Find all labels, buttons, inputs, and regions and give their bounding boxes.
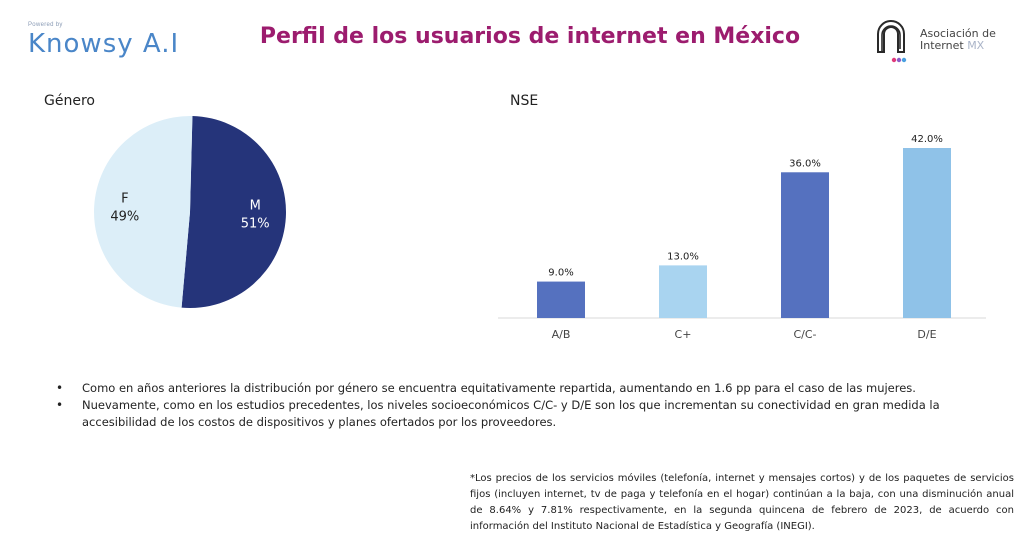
bar-value-label: 42.0% (911, 134, 943, 145)
header: Powered by Knowsy A.I Perfil de los usua… (0, 0, 1024, 80)
knowsy-name: Knowsy A.I (28, 29, 180, 59)
bullet-item: Nuevamente, como en los estudios precede… (56, 397, 1006, 431)
asociacion-line1: Asociación de (920, 27, 996, 40)
bar-a-b (537, 281, 585, 318)
bar-category-label: D/E (917, 328, 936, 341)
knowsy-logo: Powered by Knowsy A.I (28, 22, 179, 58)
bar-value-label: 36.0% (789, 158, 821, 169)
nse-bar-chart: 9.0% A/B 13.0% C+ 36.0% C/C- 42.0% D/E (498, 134, 986, 341)
footnote: *Los precios de los servicios móviles (t… (470, 473, 1014, 532)
genero-pie-chart: M 51% F 49% (94, 116, 287, 308)
pie-value-f: 49% (110, 209, 139, 224)
pie-label-m: M (250, 199, 261, 214)
bar-value-label: 13.0% (667, 251, 699, 262)
pie-slice-f (94, 116, 193, 308)
genero-label: Género (44, 93, 95, 109)
asociacion-mx: MX (967, 39, 985, 52)
asociacion-internet: Internet (920, 39, 964, 52)
nse-label: NSE (510, 93, 539, 109)
bar-c- (659, 265, 707, 318)
asociacion-text: Asociación de Internet MX (920, 28, 996, 52)
page-title: Perfil de los usuarios de internet en Mé… (259, 24, 801, 49)
bar-c-c- (781, 172, 829, 318)
bullet-item: Como en años anteriores la distribución … (56, 380, 1006, 397)
bar-d-e (903, 148, 951, 318)
bar-value-label: 9.0% (548, 268, 573, 279)
asociacion-line2: Internet MX (920, 40, 996, 52)
knowsy-powered-text: Powered by (28, 22, 63, 28)
asociacion-logo-icon (877, 20, 907, 63)
bar-category-label: C/C- (793, 328, 816, 341)
bar-category-label: C+ (675, 328, 692, 341)
bullet-list: Como en años anteriores la distribución … (56, 380, 1006, 431)
pie-slice-m (181, 116, 287, 308)
bar-category-label: A/B (552, 328, 571, 341)
pie-label-f: F (121, 191, 128, 206)
asociacion-logo: Asociación de Internet MX (866, 14, 1016, 68)
pie-value-m: 51% (241, 217, 270, 232)
